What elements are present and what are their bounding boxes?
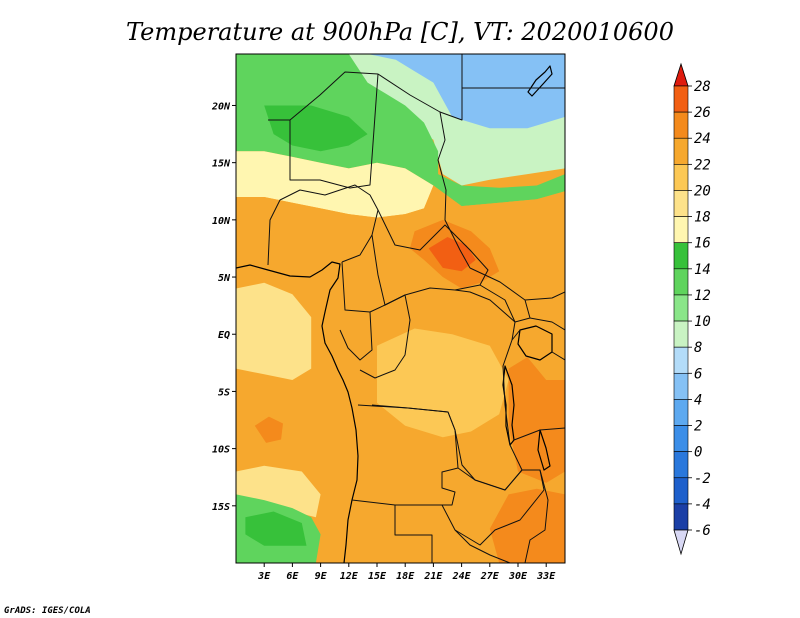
colorbar-swatch	[673, 346, 689, 374]
angola-border	[351, 404, 459, 506]
map-outlines	[236, 54, 565, 563]
x-tick-label: 24E	[452, 571, 472, 582]
x-tick-label: 33E	[536, 571, 556, 582]
region-south-sudan-hot	[428, 237, 476, 272]
colorbar-label: 4	[694, 392, 702, 408]
colorbar-swatch	[673, 372, 689, 400]
y-axis: 20N 15N 10N 5N EQ 5S 10S 15S	[211, 101, 236, 513]
region-congo-basin-lighter	[377, 328, 509, 438]
colorbar-label: 10	[694, 314, 711, 330]
y-tick-label: 5N	[218, 273, 231, 284]
y-tick-label: 15S	[212, 502, 230, 513]
libya-border	[289, 54, 463, 121]
colorbar-swatch	[673, 477, 689, 505]
colorbar-swatch	[673, 268, 689, 296]
x-tick-label: 27E	[480, 571, 500, 582]
y-tick-label: 20N	[211, 101, 231, 112]
colorbar-swatch	[673, 242, 689, 270]
y-tick-label: EQ	[218, 330, 230, 341]
colorbar-swatch	[673, 294, 689, 322]
mozambique-border	[524, 469, 549, 563]
colorbar-label: -4	[694, 497, 711, 513]
x-tick-label: 9E	[315, 571, 328, 582]
colorbar-swatch	[673, 216, 689, 244]
region-sahel-green	[236, 54, 565, 207]
x-tick-label: 18E	[396, 571, 415, 582]
plot-area	[236, 54, 565, 563]
colorbar-under-triangle	[673, 529, 689, 556]
colorbar-label: 8	[694, 340, 702, 356]
x-axis: 3E 6E 9E 12E 15E 18E 21E 24E 27E 30E 33E	[257, 563, 556, 582]
colorbar-label: 14	[694, 262, 711, 278]
zambia-border	[441, 467, 545, 546]
region-namibia-deep-green	[245, 511, 307, 546]
region-mozambique-dark	[489, 488, 565, 563]
colorbar-swatch	[673, 190, 689, 217]
niger-chad-border	[268, 73, 379, 189]
y-tick-label: 10S	[212, 445, 230, 456]
colorbar-swatch	[673, 164, 689, 191]
y-tick-label: 15N	[212, 159, 231, 170]
region-east-africa-dark-orange	[508, 357, 565, 483]
x-tick-label: 15E	[368, 571, 387, 582]
colorbar-label: -6	[694, 523, 711, 539]
colorbar-label: 28	[694, 79, 711, 95]
grads-credit: GrADS: IGES/COLA	[4, 606, 91, 616]
lake-victoria-outline	[517, 325, 553, 361]
colorbar-over-triangle	[673, 62, 689, 87]
lake-malawi-outline	[537, 429, 551, 471]
south-sudan-border	[454, 267, 531, 323]
colorbar-swatch	[673, 451, 689, 479]
colorbar-swatch	[673, 425, 689, 452]
x-tick-label: 6E	[286, 571, 299, 582]
colorbar-swatch	[673, 137, 689, 165]
x-tick-label: 12E	[340, 571, 359, 582]
colorbar-label: 6	[694, 366, 702, 382]
colorbar-label: 22	[694, 157, 711, 173]
cameroon-gabon-border	[339, 261, 373, 361]
colorbar-label: 12	[694, 288, 711, 304]
y-tick-label: 10N	[212, 216, 231, 227]
colorbar-label: 18	[694, 210, 711, 226]
colorbar-label: 24	[694, 131, 711, 147]
colorbar-swatch	[673, 503, 689, 531]
west-africa-coastline	[236, 261, 359, 563]
colorbar-swatch	[673, 85, 689, 113]
colorbar-swatch	[673, 111, 689, 139]
y-tick-label: 5S	[218, 387, 230, 398]
colorbar-label: 20	[694, 183, 711, 199]
colorbar-label: 0	[694, 445, 702, 461]
x-tick-label: 3E	[257, 571, 271, 582]
kenya-uganda-border	[511, 291, 565, 341]
region-gulf-of-guinea-light	[236, 282, 312, 380]
chart-title: Temperature at 900hPa [C], VT: 202001060…	[126, 18, 674, 46]
colorbar-label: 26	[694, 105, 711, 121]
plot-frame	[235, 53, 566, 564]
region-cyan-band	[330, 54, 565, 186]
x-tick-label: 30E	[508, 571, 528, 582]
tanzania-border	[513, 317, 565, 441]
nigeria-border	[267, 184, 379, 266]
namibia-botswana-border	[394, 505, 511, 563]
colorbar-label: 16	[694, 236, 711, 252]
congo-border	[359, 294, 411, 379]
colorbar-label: -2	[694, 471, 711, 487]
colorbar-swatch	[673, 399, 689, 426]
region-angola-hot-spot	[254, 416, 283, 443]
colorbar-swatch	[673, 320, 689, 348]
x-tick-label: 21E	[423, 571, 443, 582]
chad-sudan-border	[437, 111, 471, 269]
colorbar-label: 2	[694, 419, 702, 435]
red-sea-outline	[527, 65, 553, 97]
